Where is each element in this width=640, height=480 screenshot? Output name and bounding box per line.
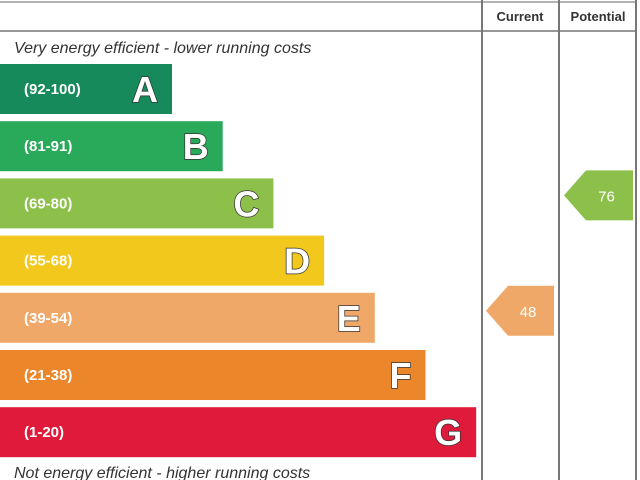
header-current: Current — [497, 9, 545, 24]
current-rating-arrow — [486, 285, 554, 336]
band-range-A: (92-100) — [24, 81, 81, 98]
band-bar-C — [0, 178, 274, 229]
band-range-G: (1-20) — [24, 424, 64, 441]
band-bar-F — [0, 350, 426, 400]
band-letter-F: F — [390, 355, 412, 396]
band-range-B: (81-91) — [24, 138, 72, 155]
potential-rating-arrow — [564, 170, 633, 221]
band-bar-D — [0, 235, 325, 286]
band-letter-G: G — [434, 412, 462, 453]
potential-rating-value: 76 — [598, 188, 615, 205]
band-range-F: (21-38) — [24, 367, 72, 384]
top-caption: Very energy efficient - lower running co… — [14, 40, 311, 57]
band-range-C: (69-80) — [24, 195, 72, 212]
band-letter-E: E — [337, 298, 361, 339]
header-potential: Potential — [571, 9, 626, 24]
band-range-E: (39-54) — [24, 310, 72, 327]
bottom-caption: Not energy efficient - higher running co… — [14, 465, 310, 480]
band-letter-C: C — [233, 183, 259, 224]
current-rating-value: 48 — [520, 304, 537, 321]
band-bar-B — [0, 121, 223, 172]
band-bar-E — [0, 292, 375, 343]
band-letter-A: A — [132, 69, 158, 110]
band-letter-D: D — [284, 241, 310, 282]
band-letter-B: B — [183, 126, 209, 167]
band-range-D: (55-68) — [24, 253, 72, 270]
band-bar-G — [0, 407, 477, 458]
band-bar-A — [0, 64, 172, 114]
